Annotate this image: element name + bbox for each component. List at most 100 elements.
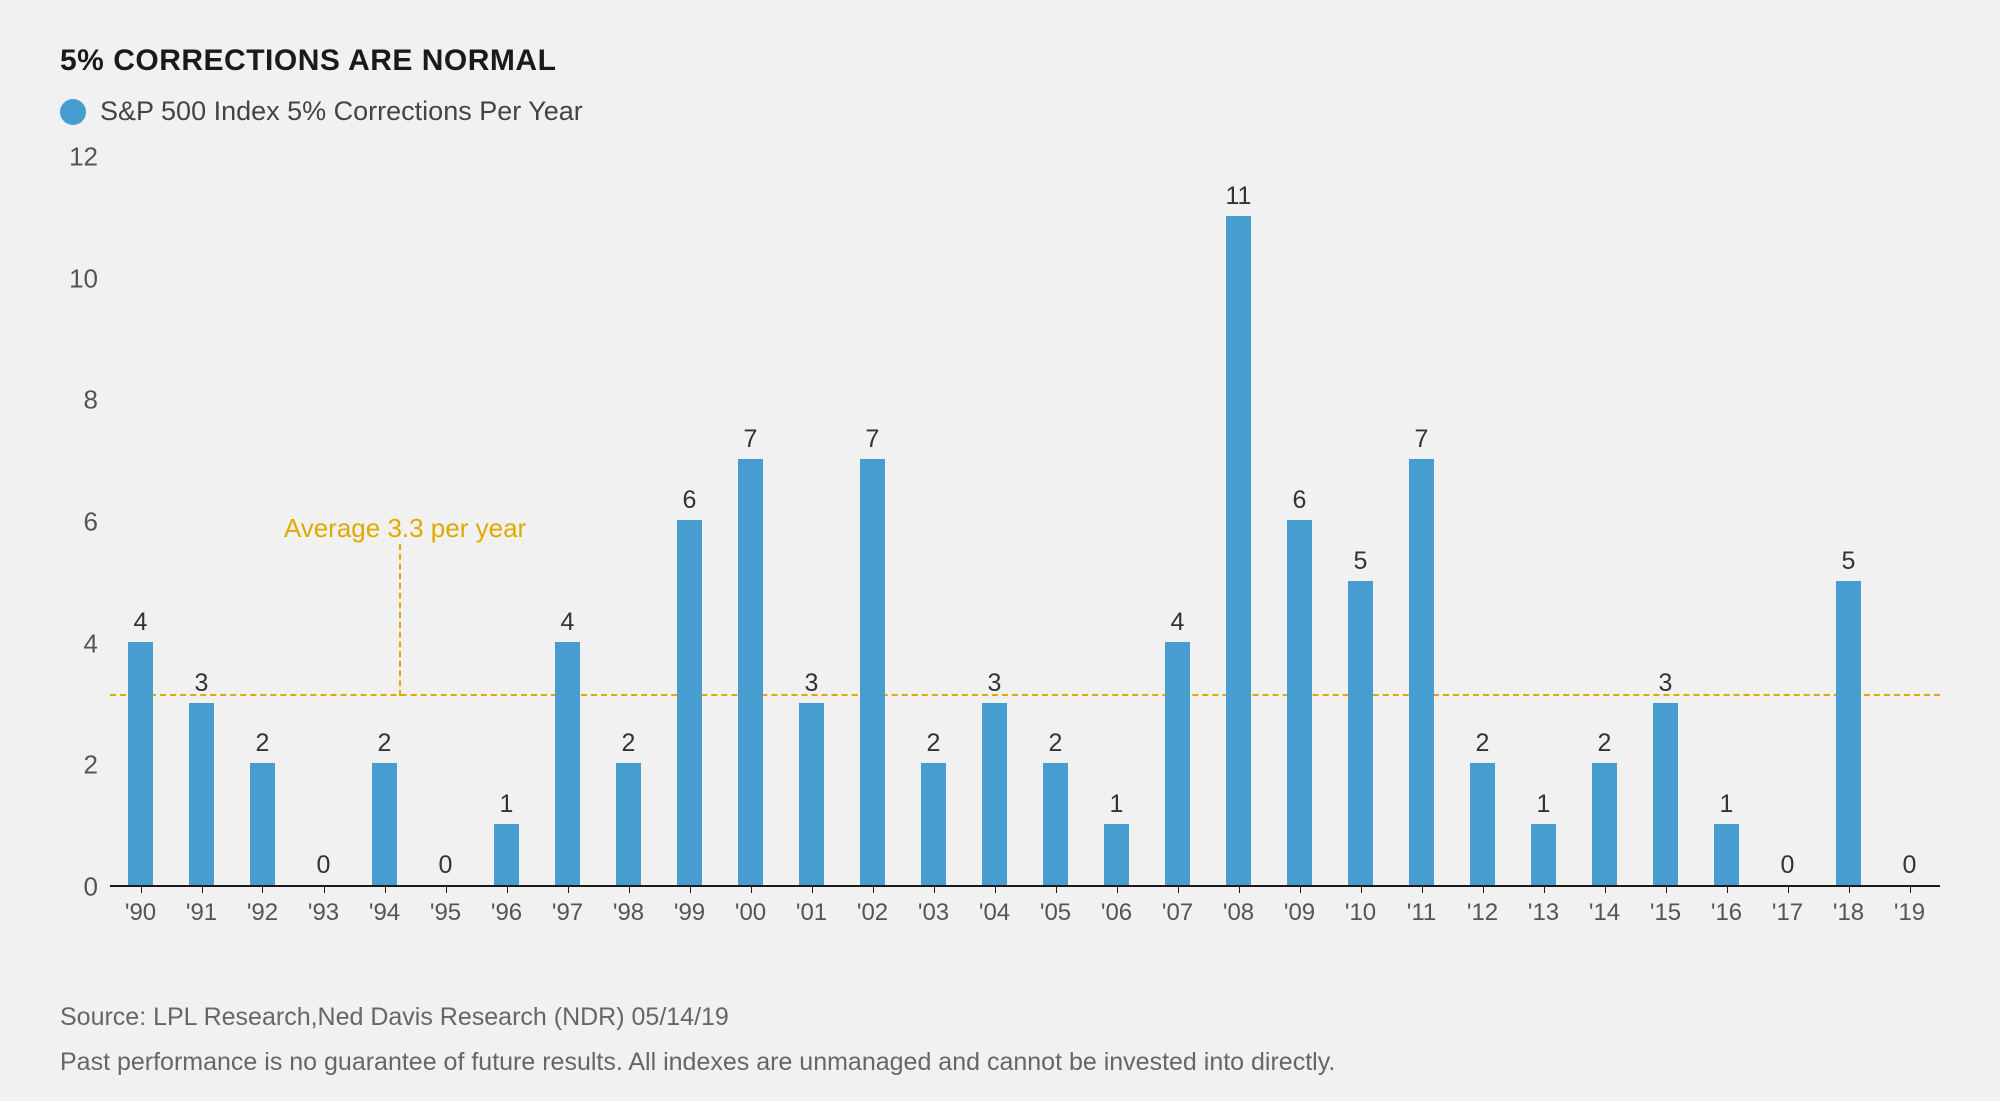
plot-area: Average 3.3 per year 4320201426737232141… [110,157,1940,887]
bar: 6 [677,520,703,885]
x-tick [812,885,813,893]
x-tick-label: '13 [1528,899,1559,927]
x-tick [1239,885,1240,893]
x-tick [262,885,263,893]
y-tick-label: 8 [84,385,98,416]
bar: 7 [1409,459,1435,885]
bar: 1 [1714,824,1740,885]
bar-value-label: 2 [1476,729,1490,758]
x-tick-label: '03 [918,899,949,927]
bar-value-label: 0 [317,851,331,880]
bar-value-label: 1 [1537,790,1551,819]
bar: 4 [128,642,154,885]
bar-value-label: 2 [1598,729,1612,758]
x-tick-label: '94 [369,899,400,927]
bar-value-label: 1 [1720,790,1734,819]
legend: S&P 500 Index 5% Corrections Per Year [60,96,1940,127]
x-tick [1483,885,1484,893]
bar-value-label: 2 [1049,729,1063,758]
bar: 4 [555,642,581,885]
x-tick [873,885,874,893]
bar-value-label: 0 [1903,851,1917,880]
bar-value-label: 4 [1171,608,1185,637]
bar: 3 [799,703,825,886]
x-tick [568,885,569,893]
x-tick [1727,885,1728,893]
bar: 7 [738,459,764,885]
x-tick-label: '08 [1223,899,1254,927]
footer-source: Source: LPL Research,Ned Davis Research … [60,995,1940,1040]
x-tick-label: '90 [125,899,156,927]
footer-disclaimer: Past performance is no guarantee of futu… [60,1040,1940,1085]
bar-value-label: 5 [1842,547,1856,576]
x-tick-label: '17 [1772,899,1803,927]
x-tick-label: '05 [1040,899,1071,927]
bar: 2 [1592,763,1618,885]
bar-value-label: 1 [500,790,514,819]
x-tick [1056,885,1057,893]
bar-value-label: 3 [195,669,209,698]
x-tick [1849,885,1850,893]
bar-value-label: 4 [561,608,575,637]
bar-value-label: 7 [866,425,880,454]
bar: 1 [1531,824,1557,885]
x-tick-label: '97 [552,899,583,927]
x-tick-label: '92 [247,899,278,927]
x-tick-label: '95 [430,899,461,927]
x-tick-label: '18 [1833,899,1864,927]
bar-value-label: 4 [134,608,148,637]
x-tick [934,885,935,893]
bar: 2 [250,763,276,885]
x-tick [1605,885,1606,893]
x-tick [1788,885,1789,893]
bars-container: 4320201426737232141165721231050 [110,157,1940,885]
x-tick [1117,885,1118,893]
y-tick-label: 6 [84,507,98,538]
y-tick-label: 0 [84,872,98,903]
x-tick-label: '04 [979,899,1010,927]
bar: 3 [1653,703,1679,886]
x-tick-label: '02 [857,899,888,927]
x-tick-label: '16 [1711,899,1742,927]
bar-value-label: 2 [622,729,636,758]
x-tick [385,885,386,893]
bar: 11 [1226,216,1252,885]
bar-value-label: 2 [256,729,270,758]
bar: 5 [1348,581,1374,885]
x-tick-label: '96 [491,899,522,927]
x-tick-label: '06 [1101,899,1132,927]
bar-value-label: 7 [744,425,758,454]
x-tick [507,885,508,893]
x-tick-label: '93 [308,899,339,927]
legend-dot-icon [60,99,86,125]
bar: 1 [1104,824,1130,885]
bar: 2 [921,763,947,885]
bar: 5 [1836,581,1862,885]
x-tick-label: '09 [1284,899,1315,927]
legend-label: S&P 500 Index 5% Corrections Per Year [100,96,583,127]
bar: 1 [494,824,520,885]
x-tick [1666,885,1667,893]
bar-value-label: 0 [439,851,453,880]
y-axis: 024681012 [60,157,110,887]
bar: 4 [1165,642,1191,885]
x-tick [324,885,325,893]
bar-value-label: 1 [1110,790,1124,819]
y-tick-label: 10 [69,263,98,294]
x-tick [1300,885,1301,893]
x-tick [446,885,447,893]
x-tick-label: '00 [735,899,766,927]
bar: 3 [189,703,215,886]
bar-value-label: 6 [683,486,697,515]
x-tick [1910,885,1911,893]
x-tick-label: '11 [1407,899,1437,927]
x-tick [1422,885,1423,893]
x-tick-label: '01 [796,899,827,927]
x-tick [690,885,691,893]
x-tick [1544,885,1545,893]
x-tick-label: '10 [1345,899,1376,927]
y-tick-label: 4 [84,628,98,659]
bar-value-label: 5 [1354,547,1368,576]
x-tick-label: '15 [1650,899,1681,927]
bar-value-label: 7 [1415,425,1429,454]
